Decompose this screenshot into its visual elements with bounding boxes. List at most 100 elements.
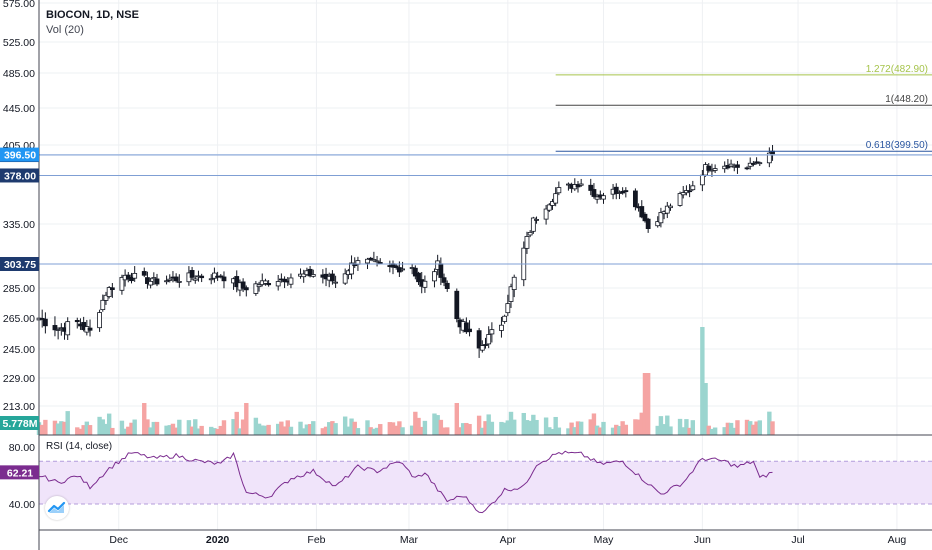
volume-bar[interactable] — [285, 420, 290, 435]
candle-body[interactable] — [164, 280, 169, 283]
volume-bar[interactable] — [508, 411, 514, 435]
candle-body[interactable] — [103, 294, 109, 301]
volume-bar[interactable] — [387, 422, 393, 435]
volume-bar[interactable] — [154, 421, 160, 435]
volume-bar[interactable] — [751, 424, 756, 435]
candle-body[interactable] — [145, 277, 150, 284]
volume-bar[interactable] — [106, 413, 112, 435]
candle-body[interactable] — [412, 267, 418, 277]
volume-bar[interactable] — [754, 421, 759, 435]
volume-bar[interactable] — [709, 428, 715, 435]
candle-body[interactable] — [132, 272, 138, 279]
volume-bar[interactable] — [266, 424, 271, 435]
candle-body[interactable] — [301, 273, 307, 278]
candle-body[interactable] — [173, 276, 179, 282]
candle-body[interactable] — [330, 273, 335, 282]
volume-bar[interactable] — [352, 421, 357, 435]
candle-body[interactable] — [623, 190, 629, 193]
volume-bar[interactable] — [572, 427, 577, 435]
candle-body[interactable] — [65, 321, 71, 336]
volume-bar[interactable] — [129, 422, 134, 435]
candle-body[interactable] — [639, 206, 645, 218]
candle-body[interactable] — [218, 275, 224, 278]
volume-bar[interactable] — [263, 425, 268, 435]
volume-bar[interactable] — [177, 419, 182, 435]
volume-bar[interactable] — [173, 427, 179, 435]
volume-bar[interactable] — [355, 428, 361, 435]
volume-bar[interactable] — [320, 428, 326, 435]
volume-bar[interactable] — [253, 417, 259, 435]
volume-bar[interactable] — [690, 420, 696, 435]
candle-body[interactable] — [543, 208, 549, 220]
candle-body[interactable] — [632, 190, 638, 208]
volume-bar[interactable] — [368, 427, 373, 435]
volume-bar[interactable] — [700, 327, 705, 435]
candle-body[interactable] — [141, 271, 147, 276]
volume-bar[interactable] — [78, 428, 83, 435]
candle-body[interactable] — [240, 281, 246, 289]
volume-bar[interactable] — [119, 420, 125, 435]
volume-bar[interactable] — [186, 420, 192, 435]
volume-bar[interactable] — [282, 426, 287, 435]
volume-bar[interactable] — [553, 416, 558, 435]
volume-bar[interactable] — [416, 417, 421, 435]
candle-body[interactable] — [176, 281, 182, 283]
volume-bar[interactable] — [237, 428, 243, 435]
candle-body[interactable] — [333, 281, 339, 284]
candle-body[interactable] — [546, 204, 552, 211]
candle-body[interactable] — [129, 276, 134, 282]
volume-bar[interactable] — [550, 428, 555, 435]
volume-bar[interactable] — [218, 425, 223, 435]
volume-bar[interactable] — [323, 426, 329, 435]
volume-bar[interactable] — [311, 421, 316, 435]
candle-body[interactable] — [422, 280, 428, 288]
volume-bar[interactable] — [394, 425, 399, 435]
volume-bar[interactable] — [279, 421, 284, 435]
volume-bar[interactable] — [512, 419, 517, 435]
volume-bar[interactable] — [633, 419, 638, 435]
volume-bar[interactable] — [390, 422, 396, 435]
volume-bar[interactable] — [547, 427, 552, 435]
volume-bar[interactable] — [578, 421, 584, 435]
volume-bar[interactable] — [610, 427, 616, 435]
volume-bar[interactable] — [196, 428, 201, 435]
volume-bar[interactable] — [275, 423, 281, 435]
volume-bar[interactable] — [661, 424, 667, 435]
volume-bar[interactable] — [419, 426, 424, 435]
candle-body[interactable] — [668, 205, 673, 209]
candle-body[interactable] — [601, 195, 606, 200]
volume-bar[interactable] — [441, 427, 447, 435]
candle-body[interactable] — [553, 193, 559, 204]
volume-bar[interactable] — [260, 425, 265, 435]
candle-body[interactable] — [100, 299, 106, 310]
volume-bar[interactable] — [148, 427, 153, 435]
candle-body[interactable] — [263, 280, 268, 284]
candle-body[interactable] — [368, 257, 374, 260]
candle-body[interactable] — [620, 190, 626, 194]
candle-body[interactable] — [374, 260, 380, 263]
volume-value-tag[interactable]: 5.778M — [0, 416, 39, 430]
volume-bar[interactable] — [623, 424, 629, 435]
candle-body[interactable] — [699, 174, 705, 186]
candle-body[interactable] — [556, 187, 562, 194]
volume-bar[interactable] — [349, 418, 354, 435]
volume-bar[interactable] — [327, 422, 332, 435]
volume-bar[interactable] — [342, 416, 348, 435]
volume-bar[interactable] — [330, 421, 335, 435]
volume-bar[interactable] — [744, 419, 750, 435]
tradingview-logo[interactable] — [45, 496, 69, 520]
volume-bar[interactable] — [598, 427, 603, 435]
volume-bar[interactable] — [464, 422, 469, 435]
volume-bar[interactable] — [767, 411, 772, 435]
volume-bar[interactable] — [757, 420, 762, 435]
candle-body[interactable] — [751, 163, 756, 165]
candle-body[interactable] — [148, 280, 154, 286]
candle-body[interactable] — [534, 219, 539, 221]
candle-body[interactable] — [199, 275, 205, 279]
candle-body[interactable] — [307, 268, 313, 277]
volume-bar[interactable] — [240, 419, 246, 435]
volume-bar[interactable] — [476, 415, 482, 435]
volume-bar[interactable] — [193, 419, 198, 435]
candle-body[interactable] — [505, 303, 511, 314]
volume-bar[interactable] — [556, 427, 562, 435]
